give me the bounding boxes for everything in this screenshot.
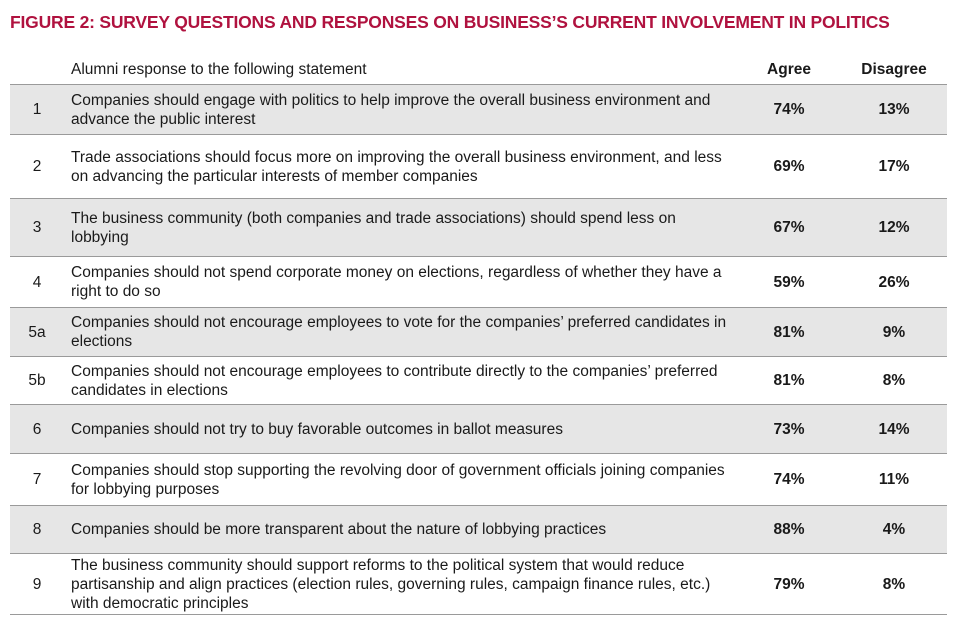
row-number: 6 bbox=[10, 404, 64, 454]
row-disagree-value: 26% bbox=[878, 273, 910, 291]
row-number: 5a bbox=[10, 307, 64, 357]
row-statement: Companies should not encourage employees… bbox=[71, 362, 718, 399]
table-row: 4 Companies should not spend corporate mo… bbox=[10, 256, 947, 308]
table-row: 1 Companies should engage with politics t… bbox=[10, 84, 947, 135]
row-disagree-value: 12% bbox=[841, 198, 947, 257]
row-number: 7 bbox=[32, 471, 42, 488]
table-row: 3 The business community (both companies … bbox=[10, 198, 947, 257]
row-statement: Companies should be more transparent abo… bbox=[64, 505, 737, 554]
table-row: 8 Companies should be more transparent ab… bbox=[10, 505, 947, 554]
table-body: 1 Companies should engage with politics t… bbox=[10, 84, 947, 615]
table-row: 2 Trade associations should focus more on… bbox=[10, 134, 947, 199]
row-statement: Companies should not encourage employees… bbox=[64, 307, 737, 357]
row-disagree-value: 8% bbox=[882, 575, 906, 593]
row-statement: Companies should not try to buy favorabl… bbox=[64, 404, 737, 454]
row-disagree-value: 4% bbox=[841, 505, 947, 554]
row-number: 1 bbox=[10, 84, 64, 135]
row-statement: The business community (both companies a… bbox=[64, 198, 737, 257]
row-disagree-value: 11% bbox=[878, 471, 910, 488]
row-disagree-value: 14% bbox=[841, 404, 947, 454]
header-disagree: Disagree bbox=[861, 61, 927, 78]
table-header-row: Alumni response to the following stateme… bbox=[10, 56, 947, 85]
header-number bbox=[10, 56, 64, 85]
row-number: 8 bbox=[10, 505, 64, 554]
row-statement: Companies should engage with politics to… bbox=[64, 84, 737, 135]
table-row: 9 The business community should support r… bbox=[10, 553, 947, 615]
row-number: 2 bbox=[32, 158, 42, 175]
row-agree-value: 74% bbox=[737, 84, 841, 135]
row-agree-value: 69% bbox=[773, 158, 805, 175]
row-agree-value: 67% bbox=[737, 198, 841, 257]
row-disagree-value: 13% bbox=[841, 84, 947, 135]
header-agree: Agree bbox=[767, 61, 811, 78]
table-row: 7 Companies should stop supporting the re… bbox=[10, 453, 947, 506]
row-statement: Companies should not spend corporate mon… bbox=[71, 264, 722, 300]
row-number: 5b bbox=[28, 372, 46, 389]
row-number: 9 bbox=[32, 575, 42, 593]
row-agree-value: 81% bbox=[737, 307, 841, 357]
row-agree-value: 74% bbox=[773, 471, 805, 488]
survey-table: Alumni response to the following stateme… bbox=[10, 56, 947, 615]
row-agree-value: 79% bbox=[773, 575, 805, 593]
row-statement: Trade associations should focus more on … bbox=[71, 148, 722, 185]
table-row: 5b Companies should not encourage employe… bbox=[10, 356, 947, 405]
figure-title: FIGURE 2: SURVEY QUESTIONS AND RESPONSES… bbox=[10, 12, 890, 32]
header-statement: Alumni response to the following stateme… bbox=[71, 61, 367, 78]
table-row: 5a Companies should not encourage employe… bbox=[10, 307, 947, 357]
row-disagree-value: 9% bbox=[841, 307, 947, 357]
row-statement: Companies should stop supporting the rev… bbox=[71, 461, 725, 498]
row-agree-value: 73% bbox=[737, 404, 841, 454]
row-agree-value: 88% bbox=[737, 505, 841, 554]
row-disagree-value: 8% bbox=[882, 372, 906, 389]
row-disagree-value: 17% bbox=[878, 158, 910, 175]
row-agree-value: 81% bbox=[773, 372, 805, 389]
row-number: 4 bbox=[32, 273, 42, 291]
row-number: 3 bbox=[10, 198, 64, 257]
row-agree-value: 59% bbox=[773, 273, 805, 291]
table-row: 6 Companies should not try to buy favorab… bbox=[10, 404, 947, 454]
row-statement: The business community should support re… bbox=[71, 556, 711, 612]
